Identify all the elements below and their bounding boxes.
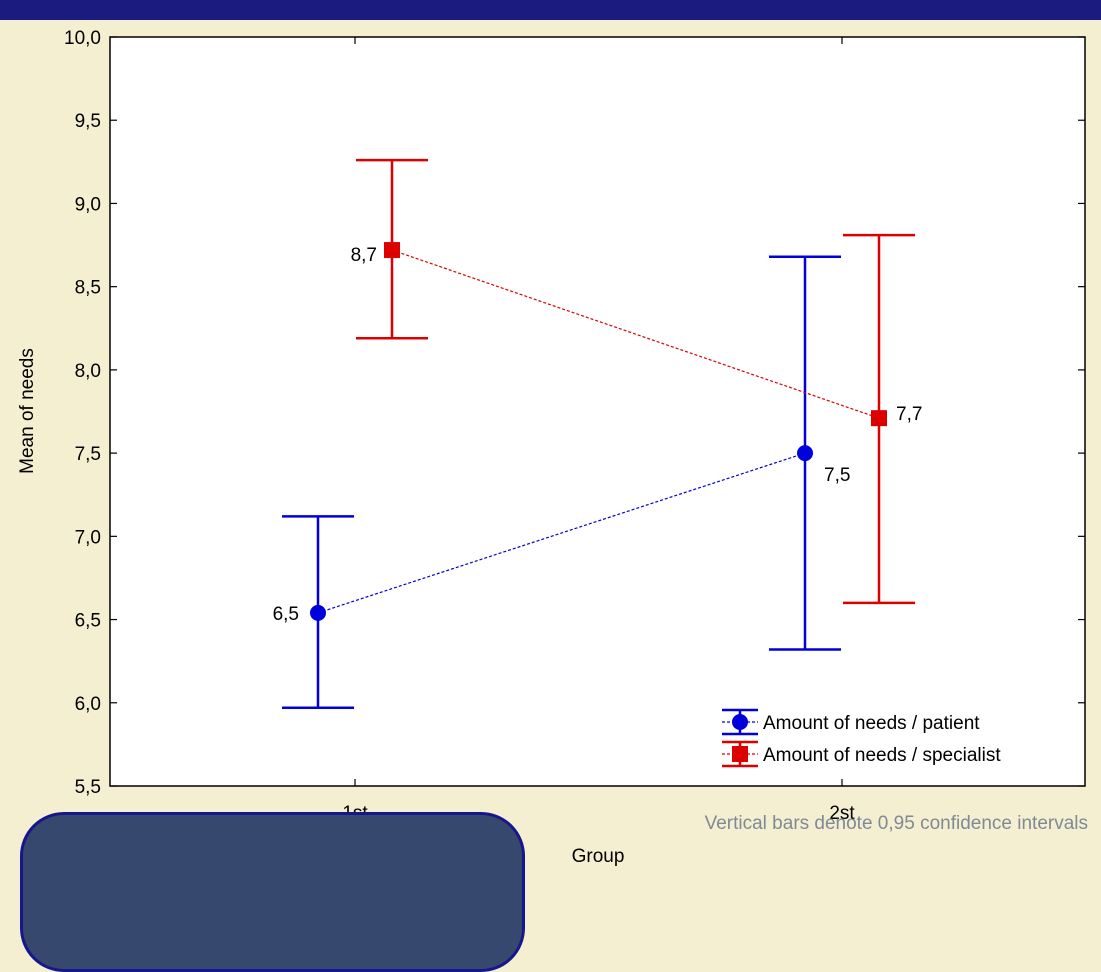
legend-label: Amount of needs / specialist [763, 745, 1001, 766]
data-label: 8,7 [351, 245, 377, 266]
legend-marker [732, 714, 748, 730]
legend: Amount of needs / patient Amount of needs… [722, 708, 1001, 768]
data-point [797, 445, 813, 462]
y-axis-label: Mean of needs [17, 348, 38, 474]
data-point [871, 410, 887, 427]
x-axis-label: Group [572, 846, 625, 867]
chart: 5,56,06,57,07,58,08,59,09,510,0 1st2st 6… [17, 28, 1086, 867]
legend-label: Amount of needs / patient [763, 713, 980, 734]
y-tick-label: 6,5 [75, 611, 101, 632]
confidence-interval-note: Vertical bars denote 0,95 confidence int… [704, 813, 1088, 834]
series-layer: 6,5 7,5 8,7 7,7 [273, 158, 922, 710]
y-tick-label: 8,5 [75, 278, 101, 299]
data-point [310, 604, 326, 621]
data-label: 7,7 [896, 404, 922, 425]
y-tick-label: 7,5 [75, 444, 101, 465]
y-tick-label: 10,0 [64, 28, 101, 49]
y-tick-label: 9,5 [75, 111, 101, 132]
series-line [317, 452, 806, 614]
y-axis: 5,5 6,0 6,5 7,0 7,5 8,0 8,5 9,0 9,5 10,0 [64, 28, 1085, 798]
data-label: 6,5 [273, 604, 299, 625]
decorative-rounded-box [20, 812, 525, 972]
series-line [391, 249, 880, 419]
x-tick-label: 2st [829, 803, 855, 824]
y-tick-label: 8,0 [75, 361, 101, 382]
legend-marker [732, 746, 748, 762]
y-tick-label: 7,0 [75, 527, 101, 548]
y-tick-label: 9,0 [75, 194, 101, 215]
y-tick-label: 6,0 [75, 694, 101, 715]
data-point [384, 242, 400, 259]
plot-area [109, 36, 1086, 787]
y-tick-label: 5,5 [75, 777, 101, 798]
top-border-bar [0, 0, 1101, 20]
data-label: 7,5 [824, 465, 850, 486]
